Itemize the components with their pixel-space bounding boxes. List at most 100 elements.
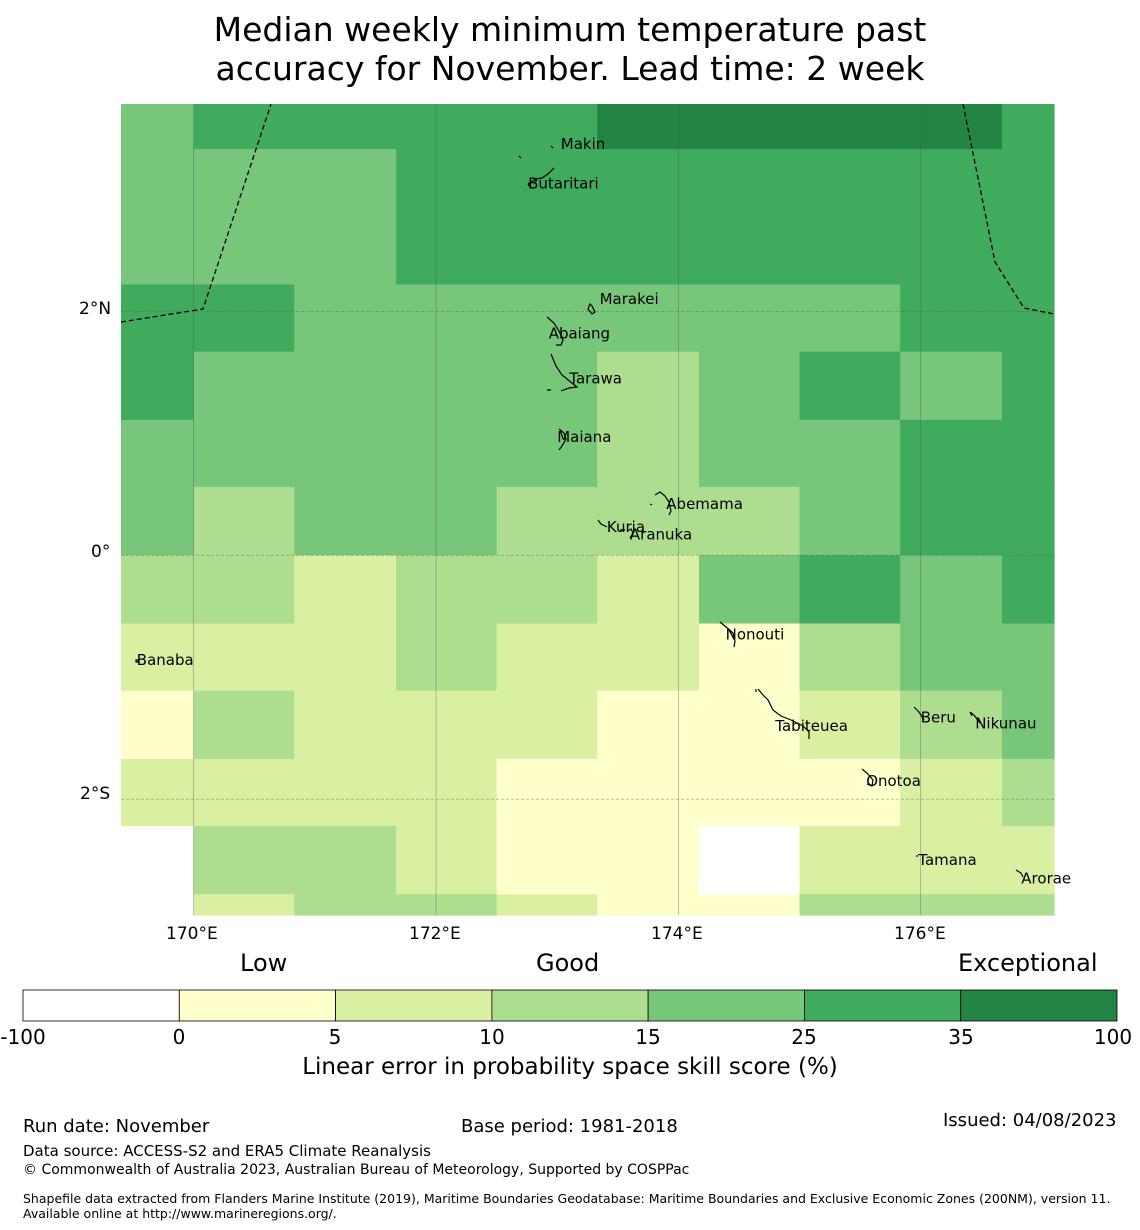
- island-label: Nikunau: [975, 715, 1036, 733]
- skill-cell: [121, 419, 195, 488]
- base-period: Base period: 1981-2018: [461, 1116, 678, 1137]
- island-label: Abemama: [666, 495, 743, 513]
- island-label: Abaiang: [549, 324, 610, 342]
- coastline-onotoa: [861, 768, 874, 787]
- skill-cell: [496, 351, 598, 421]
- skill-cell: [193, 419, 295, 488]
- colorbar-boundary-label: 0: [172, 1025, 186, 1049]
- skill-cell: [193, 623, 295, 692]
- skill-cell: [699, 690, 801, 760]
- colorbar: [22, 989, 1118, 1022]
- skill-cell: [699, 555, 801, 625]
- coastline-abemama: [649, 491, 672, 516]
- skill-cell: [121, 758, 195, 827]
- x-tick-label: 170°E: [166, 924, 218, 944]
- coastline-tarawa: [547, 353, 579, 392]
- skill-cell: [799, 623, 901, 692]
- colorbar-boundary-label: 25: [791, 1025, 817, 1049]
- colorbar-swatch: [804, 989, 962, 1022]
- skill-cell: [121, 104, 195, 150]
- y-tick-label: 2°N: [79, 299, 112, 319]
- skill-cell: [799, 894, 901, 916]
- colorbar-swatch: [178, 989, 337, 1022]
- colorbar-category-low: Low: [240, 949, 288, 977]
- skill-cell: [193, 104, 295, 150]
- coastline-makin: [518, 145, 554, 159]
- skill-cell: [193, 284, 295, 353]
- colorbar-category-exceptional: Exceptional: [958, 949, 1098, 977]
- skill-cell: [193, 690, 295, 760]
- skill-cell: [900, 758, 1003, 827]
- colorbar-boundary-label: 5: [328, 1025, 342, 1049]
- coastline-kuria: [597, 519, 625, 531]
- skill-cell: [1001, 690, 1055, 760]
- copyright-notice: © Commonwealth of Australia 2023, Austra…: [23, 1162, 690, 1178]
- island-label: Makin: [561, 135, 606, 153]
- colorbar-title: Linear error in probability space skill …: [302, 1054, 838, 1080]
- coastline-banaba: [135, 659, 139, 663]
- skill-cell: [496, 284, 598, 353]
- skill-cell: [597, 284, 700, 353]
- skill-grid-cells: [121, 104, 1055, 916]
- island-label: Beru: [921, 708, 956, 726]
- skill-cell: [496, 758, 598, 827]
- skill-cell: [496, 419, 598, 488]
- skill-cell: [294, 419, 397, 488]
- skill-cell: [193, 758, 295, 827]
- skill-cell: [1001, 351, 1055, 421]
- skill-cell: [396, 419, 498, 488]
- skill-cell: [597, 555, 700, 625]
- chart-title: Median weekly minimum temperature past a…: [0, 10, 1140, 88]
- eez-boundary-east: [962, 103, 1055, 315]
- y-tick-label: 0°: [91, 542, 111, 562]
- skill-cell: [496, 149, 598, 286]
- y-tick-label: 2°S: [80, 784, 111, 804]
- coastline-nikunau: [969, 711, 981, 724]
- skill-cell: [799, 486, 901, 556]
- skill-cell: [597, 104, 700, 150]
- skill-cell: [1001, 894, 1055, 916]
- skill-cell: [900, 351, 1003, 421]
- x-tick-label: 172°E: [409, 924, 461, 944]
- skill-cell: [799, 758, 901, 827]
- graticule: [121, 104, 1054, 915]
- skill-cell: [900, 104, 1003, 150]
- island-label: Butaritari: [528, 174, 599, 192]
- skill-cell: [699, 351, 801, 421]
- issued-date: Issued: 04/08/2023: [943, 1110, 1117, 1131]
- eez-boundaries: [120, 103, 1055, 323]
- x-tick-label: 176°E: [894, 924, 946, 944]
- skill-cell: [799, 419, 901, 488]
- skill-cell: [121, 284, 195, 353]
- skill-cell: [294, 826, 397, 895]
- skill-cell: [396, 555, 498, 625]
- skill-cell: [294, 758, 397, 827]
- skill-cell: [699, 486, 801, 556]
- skill-cell: [496, 894, 598, 916]
- island-label: Onotoa: [866, 772, 921, 790]
- skill-cell: [1001, 555, 1055, 625]
- skill-cell: [193, 894, 295, 916]
- skill-cell: [699, 284, 801, 353]
- skill-cell: [799, 104, 901, 150]
- skill-cell: [699, 419, 801, 488]
- skill-cell: [1001, 758, 1055, 827]
- colorbar-boundary-label: -100: [0, 1025, 46, 1049]
- skill-cell: [799, 284, 901, 353]
- skill-cell: [496, 826, 598, 895]
- skill-cell: [1001, 826, 1055, 895]
- skill-cell: [193, 486, 295, 556]
- skill-cell: [294, 690, 397, 760]
- island-label: Tarawa: [568, 369, 622, 387]
- skill-cell: [597, 486, 700, 556]
- x-tick-label: 174°E: [651, 924, 703, 944]
- skill-cell: [1001, 623, 1055, 692]
- skill-cell: [597, 419, 700, 488]
- coastline-maiana: [558, 428, 567, 451]
- eez-boundary-west: [120, 103, 272, 323]
- skill-cell: [294, 104, 397, 150]
- skill-cell: [799, 351, 901, 421]
- run-date: Run date: November: [23, 1116, 210, 1137]
- skill-cell: [900, 555, 1003, 625]
- skill-cell: [699, 826, 801, 895]
